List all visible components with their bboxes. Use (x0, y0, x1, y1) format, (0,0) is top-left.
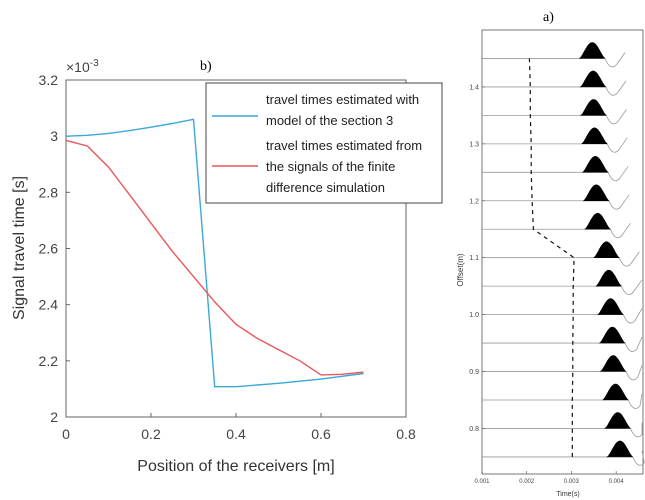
legend-entry-model-line2: model of the section 3 (266, 113, 393, 128)
trace-wavelet (580, 127, 608, 145)
left-panel-label: b) (200, 59, 212, 74)
trace-wavelet (606, 440, 634, 458)
right-y-tick-label: 0.9 (469, 369, 479, 376)
right-chart: a) 0.001 0.002 0.003 0.004 0.8 0.9 1.0 1.1 1.2 1.… (456, 10, 645, 498)
trace-wavelet (582, 184, 610, 202)
trace-tail (604, 52, 626, 68)
trace-wavelet (579, 70, 607, 88)
trace-wavelet (604, 412, 632, 429)
trace-wavelet (584, 212, 612, 230)
right-y-tick-label: 1.4 (469, 84, 479, 91)
trace-wavelet (599, 355, 627, 372)
trace-tail (608, 194, 630, 210)
left-chart: 0 0.2 0.4 0.6 0.822.22.42.62.833.2 ×10-3 b) … (11, 58, 443, 475)
legend-entry-simulation-line2: the signals of the finite (266, 159, 395, 174)
trace-tail (624, 336, 643, 352)
right-y-tick-label: 1.0 (469, 312, 479, 319)
right-y-tick-label: 1.3 (469, 141, 479, 148)
left-x-tick-label: 0 (62, 426, 70, 442)
trace-wavelet (578, 42, 606, 59)
left-y-tick-label: 2.2 (39, 353, 59, 369)
trace-tail (607, 166, 629, 182)
right-x-tick-label: 0.004 (609, 479, 625, 485)
trace-wavelet (598, 326, 626, 344)
trace-wavelet (592, 241, 621, 258)
left-x-tick-label: 0.2 (141, 426, 161, 442)
legend: travel times estimated with model of the… (205, 82, 443, 204)
trace-wavelet (579, 99, 608, 116)
trace-wavelet (596, 298, 625, 315)
series-line-model (65, 118, 364, 388)
left-x-axis-title: Position of the receivers [m] (137, 458, 334, 475)
trace-tail (605, 80, 627, 96)
right-y-axis-title: Offset(m) (456, 253, 465, 287)
left-y-tick-label: 2.8 (39, 184, 59, 200)
left-y-tick-label: 3 (50, 128, 58, 144)
trace-tail (630, 422, 643, 438)
trace-tail (622, 308, 643, 324)
right-x-tick-label: 0.003 (564, 479, 580, 485)
trace-tail (605, 109, 627, 125)
right-y-tick-label: 0.8 (469, 426, 479, 433)
left-y-tick-label: 2.6 (39, 241, 59, 257)
left-x-tick-label: 0.4 (226, 426, 246, 442)
legend-box (205, 82, 443, 204)
trace-wavelet (581, 155, 609, 173)
trace-wavelet (602, 383, 629, 401)
first-arrival-picks (528, 58, 575, 457)
trace-tail (618, 251, 640, 267)
trace-tail (621, 279, 643, 296)
trace-tail (627, 393, 643, 409)
trace-tail (610, 222, 631, 239)
legend-entry-model-line1: travel times estimated with (266, 92, 419, 107)
right-y-tick-label: 1.1 (469, 255, 479, 262)
left-y-tick-label: 2 (50, 409, 58, 425)
trace-tail (606, 137, 628, 153)
left-y-tick-label: 3.2 (39, 72, 59, 88)
left-y-tick-label: 2.4 (39, 297, 59, 313)
left-y-axis-title: Signal travel time [s] (11, 176, 28, 320)
right-plot-frame (481, 29, 644, 475)
left-y-exponent: ×10-3 (66, 58, 99, 75)
trace-wavelet (595, 269, 623, 287)
trace-tail (625, 365, 643, 381)
trace-tail (632, 450, 645, 466)
series-line-simulation (65, 139, 364, 376)
right-x-axis-title: Time(s) (556, 491, 579, 498)
right-y-tick-label: 1.2 (469, 198, 479, 205)
right-x-tick-label: 0.002 (519, 479, 535, 485)
left-x-tick-label: 0.8 (396, 426, 416, 442)
right-x-tick-label: 0.001 (474, 479, 490, 485)
legend-entry-simulation-line1: travel times estimated from (266, 138, 422, 153)
legend-entry-simulation-line3: difference simulation (266, 180, 385, 195)
right-panel-label: a) (543, 10, 554, 25)
left-x-tick-label: 0.6 (311, 426, 331, 442)
